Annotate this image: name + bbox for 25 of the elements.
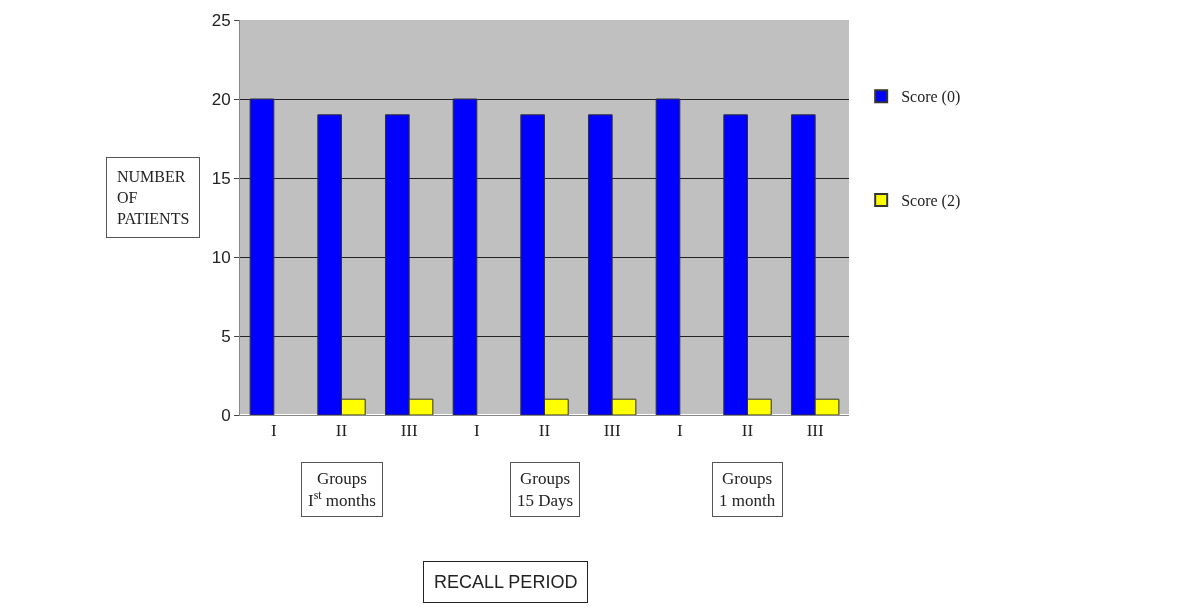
y-tick-label: 20 [211,89,231,109]
y-tick-label: 10 [211,247,231,267]
text: Groups I$^{st}$ months [308,469,376,511]
x-tick-label: III [603,421,621,441]
bar [655,98,681,415]
y-tick-label: 15 [211,168,231,188]
x-tick-label: I [473,421,480,441]
legend-label: Score (0) [901,88,961,107]
x-tick-label: I [676,421,683,441]
bar [249,98,275,415]
x-tick-label: II [538,421,551,441]
text: Groups 15 Days [517,469,574,511]
legend-label: Score (2) [901,192,961,211]
x-tick-label: II [335,421,348,441]
y-tick-label: 5 [221,326,231,346]
text: Groups 1 month [719,469,776,511]
bar [452,98,478,415]
y-tick-label: 0 [221,405,231,425]
x-tick-label: III [806,421,824,441]
x-tick-label: I [270,421,277,441]
text: RECALL PERIOD [434,572,578,592]
y-axis-title: NUMBER OF PATIENTS [117,168,190,227]
x-tick-label: II [741,421,754,441]
x-tick-label: III [400,421,418,441]
y-tick-label: 25 [211,10,231,30]
